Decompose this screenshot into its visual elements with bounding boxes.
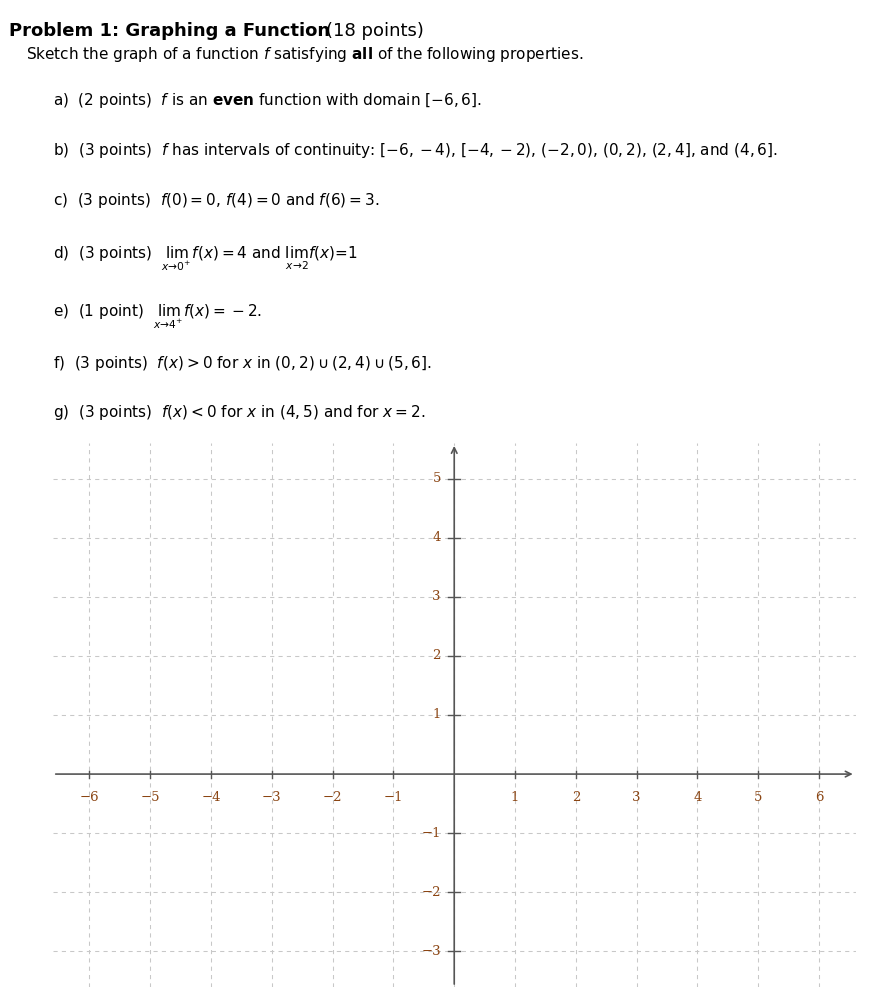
Text: c)  (3 points)  $f(0) = 0$, $f(4) = 0$ and $f(6) = 3$.: c) (3 points) $f(0) = 0$, $f(4) = 0$ and…: [53, 191, 379, 210]
Text: −4: −4: [201, 790, 220, 804]
Text: 4: 4: [693, 790, 702, 804]
Text: Problem 1: Graphing a Function: Problem 1: Graphing a Function: [9, 22, 336, 40]
Text: 2: 2: [432, 650, 441, 663]
Text: b)  (3 points)  $f$ has intervals of continuity: $[-6, -4)$, $[-4, -2)$, $(-2, 0: b) (3 points) $f$ has intervals of conti…: [53, 141, 778, 160]
Text: −2: −2: [422, 886, 441, 899]
Text: −2: −2: [323, 790, 342, 804]
Text: −1: −1: [384, 790, 403, 804]
Text: 5: 5: [754, 790, 762, 804]
Text: g)  (3 points)  $f(x) < 0$ for $x$ in $(4, 5)$ and for $x = 2$.: g) (3 points) $f(x) < 0$ for $x$ in $(4,…: [53, 403, 425, 422]
Text: 1: 1: [511, 790, 519, 804]
Text: a)  (2 points)  $f$ is an $\bf{even}$ function with domain $[-6, 6]$.: a) (2 points) $f$ is an $\bf{even}$ func…: [53, 91, 482, 110]
Text: Sketch the graph of a function $f$ satisfying $\bf{all}$ of the following proper: Sketch the graph of a function $f$ satis…: [26, 45, 584, 64]
Text: −1: −1: [422, 827, 441, 840]
Text: −6: −6: [79, 790, 99, 804]
Text: 4: 4: [432, 531, 441, 544]
Text: 3: 3: [632, 790, 641, 804]
Text: d)  (3 points)  $\lim_{x\to 0^+} f(x) = 4$ and $\lim_{x\to 2} f(x) = 1$: d) (3 points) $\lim_{x\to 0^+} f(x) = 4$…: [53, 245, 357, 273]
Text: 2: 2: [572, 790, 580, 804]
Text: 5: 5: [432, 472, 441, 485]
Text: 1: 1: [432, 709, 441, 721]
Text: −3: −3: [422, 945, 441, 958]
Text: f)  (3 points)  $f(x) > 0$ for $x$ in $(0, 2) \cup (2, 4) \cup (5, 6]$.: f) (3 points) $f(x) > 0$ for $x$ in $(0,…: [53, 354, 432, 374]
Text: (18 points): (18 points): [326, 22, 424, 40]
Text: −5: −5: [140, 790, 160, 804]
Text: −3: −3: [262, 790, 281, 804]
Text: e)  (1 point)  $\lim_{x\to 4^+} f(x) = -2$.: e) (1 point) $\lim_{x\to 4^+} f(x) = -2$…: [53, 303, 262, 331]
Text: 6: 6: [815, 790, 823, 804]
Text: 3: 3: [432, 590, 441, 603]
